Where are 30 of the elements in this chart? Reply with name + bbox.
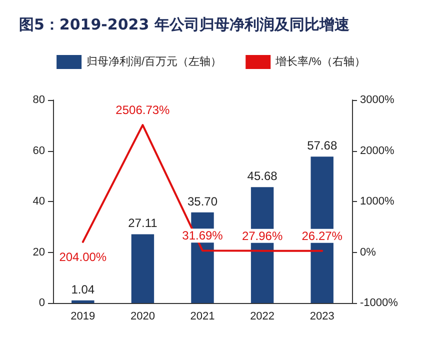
- y2-tick-label: 3000%: [360, 94, 394, 106]
- data-label: 45.68: [247, 169, 278, 184]
- data-label: 27.11: [128, 216, 158, 230]
- y2-tick-label: 2000%: [360, 144, 394, 157]
- data-label: 26.27%: [302, 228, 343, 243]
- data-label: 31.69%: [182, 228, 224, 243]
- y-tick-label: 80: [32, 94, 45, 106]
- chart-title: 图5：2019-2023 年公司归母净利润及同比增速: [19, 16, 350, 34]
- y2-tick-label: 1000%: [360, 196, 394, 208]
- y-tick-label: 40: [32, 196, 45, 208]
- bar: [131, 234, 154, 303]
- legend-label: 归母净利润/百万元（左轴）: [86, 55, 222, 68]
- bar: [72, 300, 94, 303]
- y-tick-label: 20: [32, 246, 45, 258]
- data-label: 35.70: [187, 194, 218, 208]
- x-tick-label: 2019: [70, 310, 96, 322]
- data-label: 1.04: [71, 282, 95, 296]
- data-label: 27.96%: [242, 228, 283, 243]
- x-tick-label: 2022: [250, 310, 275, 322]
- y2-tick-label: -1000%: [360, 297, 398, 309]
- y2-tick-label: 0%: [360, 246, 376, 258]
- data-label: 2506.73%: [116, 103, 170, 118]
- x-tick-label: 2020: [130, 310, 155, 322]
- data-label: 57.68: [307, 138, 338, 153]
- legend-label: 增长率/%（右轴）: [274, 55, 366, 68]
- y-tick-label: 0: [38, 297, 45, 309]
- x-tick-label: 2023: [310, 310, 334, 322]
- y-tick-label: 60: [32, 144, 45, 157]
- data-label: 204.00%: [59, 250, 107, 264]
- x-tick-label: 2021: [190, 310, 215, 322]
